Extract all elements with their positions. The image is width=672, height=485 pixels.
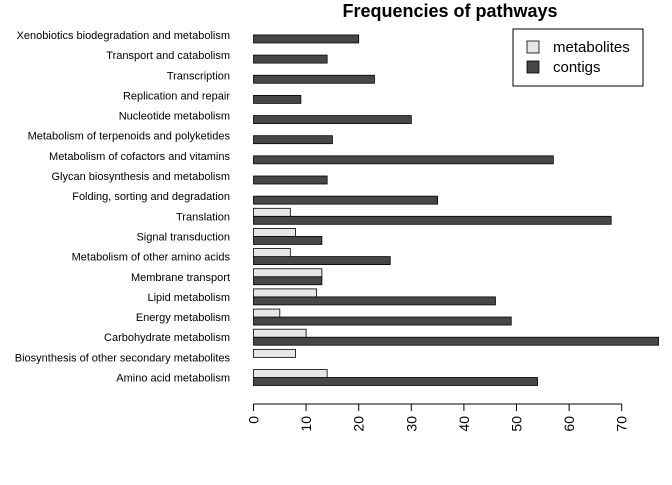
bar-contigs-transport-and-catabolism [253,54,328,64]
chart-title: Frequencies of pathways [342,1,557,21]
category-label: Carbohydrate metabolism [104,332,230,344]
category-label: Metabolism of cofactors and vitamins [49,151,230,163]
category-label: Signal transduction [136,231,230,243]
bar-contigs-metabolism-of-other-amino-acids [253,256,391,266]
legend-swatch-metabolites [526,40,540,54]
bar-contigs-metabolism-of-terpenoids-and-polyketides [253,135,333,145]
bar-metabolites-carbohydrate-metabolism [253,328,307,338]
category-label: Biosynthesis of other secondary metaboli… [15,352,231,364]
legend-box [512,28,644,87]
bar-contigs-lipid-metabolism [253,296,496,306]
category-label: Translation [176,211,230,223]
category-label: Glycan biosynthesis and metabolism [51,171,230,183]
x-tick-label: 40 [456,416,472,432]
category-label: Replication and repair [123,90,230,102]
category-label: Transport and catabolism [106,50,230,62]
x-tick-label: 60 [561,416,577,432]
bar-contigs-metabolism-of-cofactors-and-vitamins [253,155,554,165]
bar-metabolites-amino-acid-metabolism [253,369,328,378]
x-tick-label: 50 [509,416,525,432]
category-label: Xenobiotics biodegradation and metabolis… [17,30,230,42]
bar-contigs-transcription [253,74,375,84]
x-tick-label: 70 [614,416,630,432]
category-label: Nucleotide metabolism [119,111,230,123]
bar-contigs-carbohydrate-metabolism [253,336,659,346]
category-label: Lipid metabolism [147,292,230,304]
bar-metabolites-metabolism-of-other-amino-acids [253,248,291,258]
category-label: Metabolism of other amino acids [72,252,231,264]
x-tick-label: 30 [403,416,419,432]
category-label: Energy metabolism [136,312,230,324]
bar-contigs-xenobiotics-biodegradation-and-metabolism [253,34,360,44]
category-label: Folding, sorting and degradation [72,191,230,203]
legend-label-metabolites: metabolites [553,39,630,56]
category-label: Transcription [167,70,230,82]
bar-metabolites-signal-transduction [253,228,296,237]
bar-metabolites-energy-metabolism [253,308,281,318]
bar-metabolites-membrane-transport [253,268,323,278]
legend-label-contigs: contigs [553,59,601,76]
x-tick-label: 0 [246,416,262,424]
bar-metabolites-translation [253,207,291,217]
bar-metabolites-biosynthesis-of-other-secondary-metabolites [253,348,296,358]
bar-metabolites-lipid-metabolism [253,288,318,298]
x-tick-label: 20 [351,416,367,432]
bar-contigs-signal-transduction [253,236,323,245]
category-label: Membrane transport [131,272,230,284]
bar-contigs-nucleotide-metabolism [253,115,412,124]
bar-contigs-amino-acid-metabolism [253,377,538,386]
bar-contigs-replication-and-repair [253,95,302,104]
bar-contigs-translation [253,215,612,225]
legend: metabolites contigs [512,28,644,87]
bar-contigs-folding-sorting-and-degradation [253,195,439,205]
category-label: Metabolism of terpenoids and polyketides [28,131,231,143]
bar-contigs-energy-metabolism [253,316,512,326]
x-tick-label: 10 [298,416,314,432]
category-label: Amino acid metabolism [116,373,230,385]
bar-contigs-membrane-transport [253,276,323,286]
legend-swatch-contigs [526,60,540,74]
bar-contigs-glycan-biosynthesis-and-metabolism [253,175,328,185]
